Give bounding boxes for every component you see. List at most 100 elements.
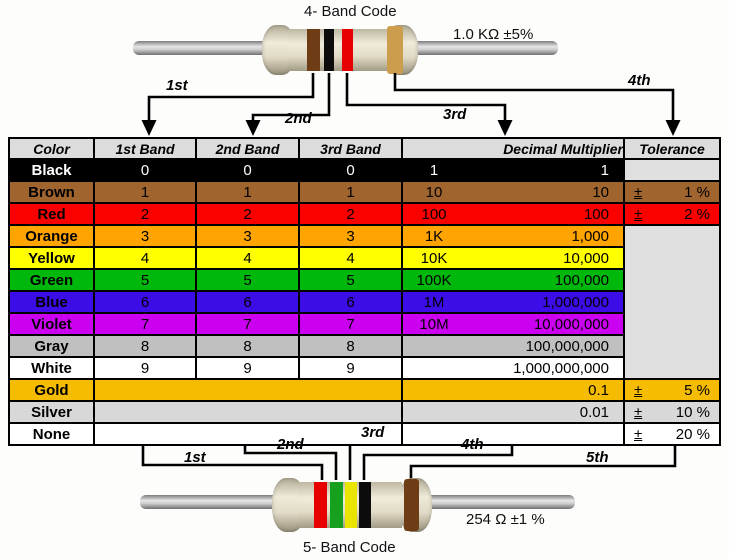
- table-row-violet: Violet 7 7 7 10M 10,000,000: [8, 312, 720, 336]
- tolerance-value: 2 %: [684, 205, 710, 223]
- bottom-band-4-black-icon: [359, 482, 371, 528]
- multiplier-long-value: 1,000,000: [542, 293, 609, 311]
- plus-minus-sign: ±: [634, 381, 643, 399]
- cell-decimal-multiplier: 10K 10,000: [401, 246, 625, 270]
- tolerance-value: 20 %: [675, 425, 710, 443]
- table-row-gold: Gold 0.1 ±5 %: [8, 378, 721, 402]
- cell-band-2: 7: [195, 312, 300, 336]
- cell-color-name: Blue: [8, 290, 95, 314]
- header-2nd-band: 2nd Band: [195, 137, 300, 160]
- cell-color-name: Yellow: [8, 246, 95, 270]
- tolerance-value: 5 %: [684, 381, 710, 399]
- top-arrow-label-4th: 4th: [628, 72, 651, 89]
- cell-band-2: 9: [195, 356, 300, 380]
- multiplier-long-value: 1,000: [571, 227, 609, 245]
- bottom-band-3-yellow-icon: [345, 482, 357, 528]
- cell-decimal-multiplier: 10M 10,000,000: [401, 312, 625, 336]
- table-row-red: Red 2 2 2 100 100 ±2 %: [8, 202, 721, 226]
- bottom-band-2-green-icon: [330, 482, 343, 528]
- cell-color-name: Violet: [8, 312, 95, 336]
- cell-bands-merged: [93, 422, 403, 446]
- arrowhead-top-1st-icon: [141, 120, 157, 136]
- header-decimal-multiplier: Decimal Multiplier: [401, 137, 625, 160]
- multiplier-short-value: 100K: [416, 271, 452, 289]
- cell-band-3: 7: [298, 312, 403, 336]
- cell-tolerance: [623, 158, 721, 182]
- cell-band-1: 9: [93, 356, 197, 380]
- multiplier-long-value: 0.01: [579, 403, 609, 421]
- cell-band-2: 8: [195, 334, 300, 358]
- cell-decimal-multiplier: [401, 422, 625, 446]
- bottom-arrow-label-5th: 5th: [586, 449, 609, 466]
- header-color: Color: [8, 137, 95, 160]
- table-row-green: Green 5 5 5 100K 100,000: [8, 268, 720, 292]
- cell-band-1: 4: [93, 246, 197, 270]
- arrowhead-top-3rd-icon: [497, 120, 513, 136]
- cell-band-1: 1: [93, 180, 197, 204]
- bottom-resistor-value: 254 Ω ±1 %: [466, 511, 545, 528]
- cell-color-name: Red: [8, 202, 95, 226]
- cell-decimal-multiplier: 0.1: [401, 378, 625, 402]
- cell-decimal-multiplier: 0.01: [401, 400, 625, 424]
- cell-band-2: 5: [195, 268, 300, 292]
- cell-decimal-multiplier: 100 100: [401, 202, 625, 226]
- multiplier-long-value: 10,000,000: [533, 315, 609, 333]
- plus-minus-sign: ±: [634, 403, 643, 421]
- cell-color-name: Gray: [8, 334, 95, 358]
- bottom-arrow-label-4th: 4th: [461, 436, 484, 453]
- top-band-4-gold-icon: [387, 26, 403, 74]
- top-band-1-brown-icon: [307, 29, 320, 71]
- arrowhead-top-2nd-icon: [245, 120, 261, 136]
- cell-tolerance: ±1 %: [623, 180, 721, 204]
- four-band-title: 4- Band Code: [304, 3, 397, 20]
- multiplier-long-value: 100,000,000: [525, 337, 609, 355]
- table-row-black: Black 0 0 0 1 1: [8, 158, 721, 182]
- table-row-white: White 9 9 9 1,000,000,000: [8, 356, 720, 380]
- cell-band-1: 2: [93, 202, 197, 226]
- bottom-arrow-label-1st: 1st: [184, 449, 206, 466]
- cell-color-name: Brown: [8, 180, 95, 204]
- multiplier-short-value: 10K: [420, 249, 448, 267]
- tolerance-value: 1 %: [684, 183, 710, 201]
- multiplier-long-value: 100: [583, 205, 609, 223]
- multiplier-short-value: 10M: [419, 315, 449, 333]
- cell-band-3: 9: [298, 356, 403, 380]
- cell-decimal-multiplier: 100,000,000: [401, 334, 625, 358]
- bottom-arrow-label-2nd: 2nd: [277, 436, 304, 453]
- cell-band-1: 0: [93, 158, 197, 182]
- cell-band-1: 5: [93, 268, 197, 292]
- cell-decimal-multiplier: 1M 1,000,000: [401, 290, 625, 314]
- cell-band-2: 1: [195, 180, 300, 204]
- multiplier-long-value: 10: [592, 183, 609, 201]
- multiplier-short-value: 1: [429, 161, 439, 179]
- multiplier-long-value: 1: [600, 161, 609, 179]
- multiplier-long-value: 100,000: [554, 271, 609, 289]
- cell-band-3: 8: [298, 334, 403, 358]
- cell-color-name: Black: [8, 158, 95, 182]
- cell-band-1: 6: [93, 290, 197, 314]
- multiplier-short-value: 10: [425, 183, 443, 201]
- cell-band-1: 3: [93, 224, 197, 248]
- table-row-blue: Blue 6 6 6 1M 1,000,000: [8, 290, 720, 314]
- cell-decimal-multiplier: 1K 1,000: [401, 224, 625, 248]
- cell-band-3: 3: [298, 224, 403, 248]
- cell-band-2: 6: [195, 290, 300, 314]
- cell-band-3: 2: [298, 202, 403, 226]
- table-header-row: Color 1st Band 2nd Band 3rd Band Decimal…: [8, 137, 721, 160]
- multiplier-long-value: 0.1: [588, 381, 609, 399]
- multiplier-long-value: 1,000,000,000: [513, 359, 609, 377]
- cell-band-1: 8: [93, 334, 197, 358]
- cell-tolerance: ±10 %: [623, 400, 721, 424]
- multiplier-short-value: 1K: [424, 227, 444, 245]
- cell-decimal-multiplier: 100K 100,000: [401, 268, 625, 292]
- cell-band-3: 0: [298, 158, 403, 182]
- table-row-gray: Gray 8 8 8 100,000,000: [8, 334, 720, 358]
- header-1st-band: 1st Band: [93, 137, 197, 160]
- cell-tolerance: [623, 224, 721, 380]
- table-row-brown: Brown 1 1 1 10 10 ±1 %: [8, 180, 721, 204]
- cell-bands-merged: [93, 378, 403, 402]
- five-band-title: 5- Band Code: [303, 539, 396, 556]
- top-arrow-label-2nd: 2nd: [285, 110, 312, 127]
- cell-decimal-multiplier: 1,000,000,000: [401, 356, 625, 380]
